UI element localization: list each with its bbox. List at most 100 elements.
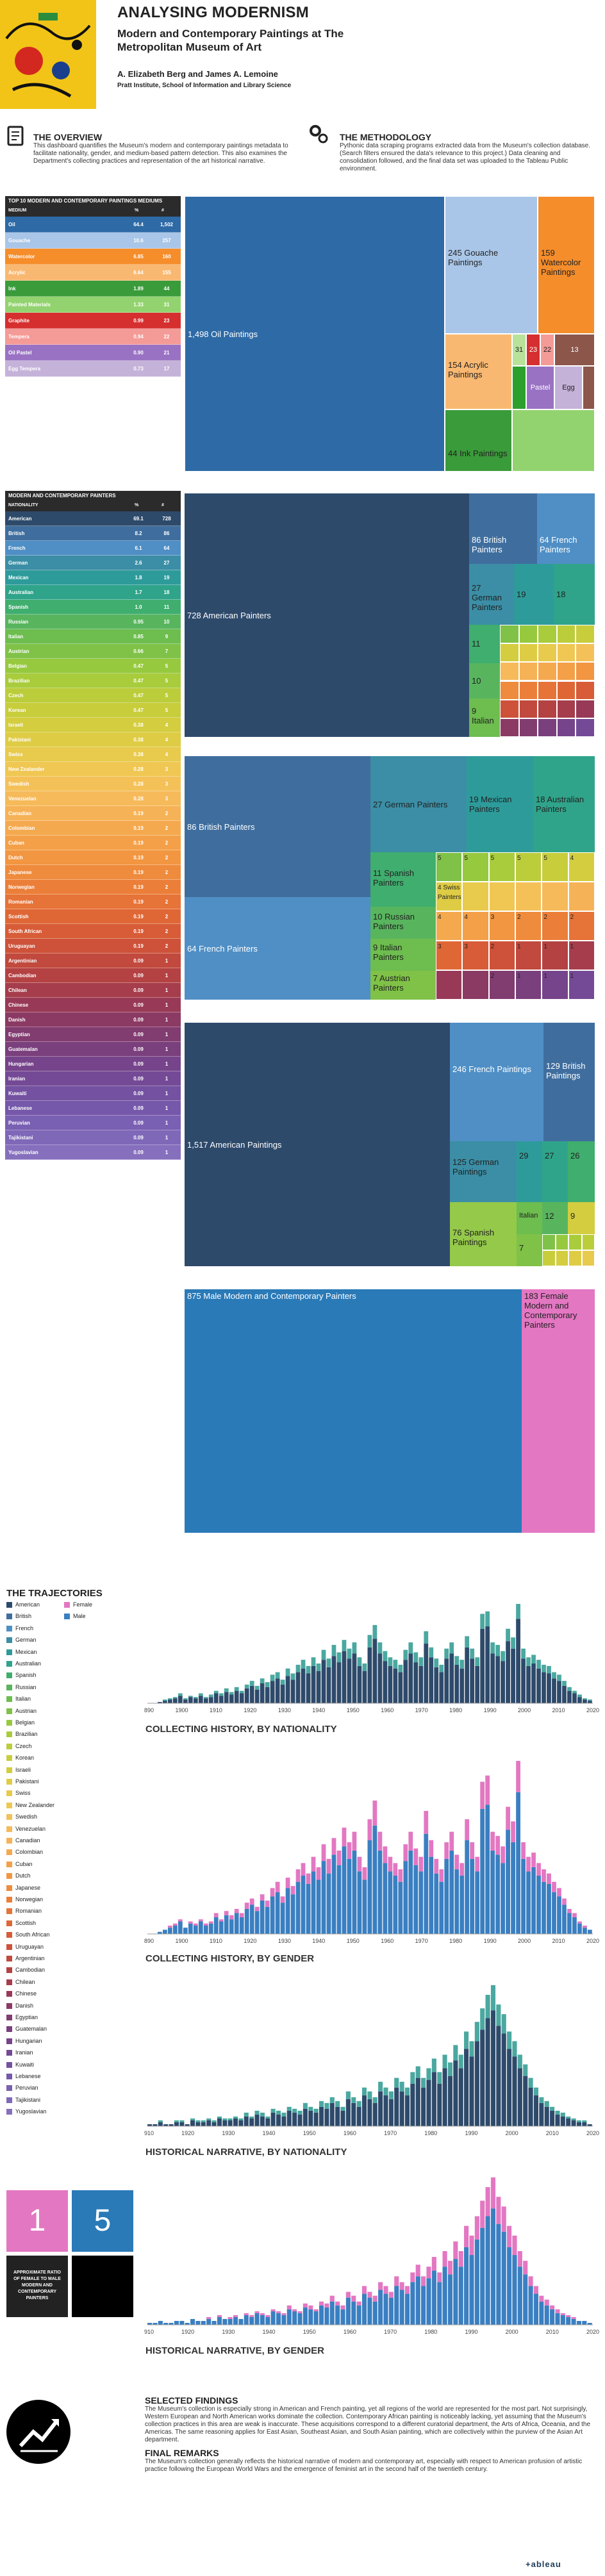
bar-female	[292, 2309, 297, 2311]
bar-american	[555, 2114, 560, 2126]
bar-other	[474, 2022, 479, 2042]
tm-medium-8: Pastel	[526, 366, 554, 409]
bar-american	[185, 2124, 190, 2126]
gender-legend-label: Female	[73, 1601, 93, 1608]
bar-male	[434, 1873, 439, 1934]
bar-female	[383, 2286, 388, 2294]
bar-female	[249, 1898, 254, 1905]
bar-female	[319, 2301, 324, 2306]
x-tick-label: 1940	[312, 1707, 325, 1713]
painters-cell-name: Lebanese	[5, 1100, 124, 1116]
bar-female	[431, 2257, 436, 2271]
bar-american	[335, 2106, 340, 2126]
bar-male	[254, 1911, 260, 1934]
bar-male	[295, 1881, 301, 1934]
bar-female	[342, 1828, 347, 1847]
painters-cell-name: Japanese	[5, 864, 124, 880]
mediums-cell-pct: 0.94	[124, 328, 153, 345]
bar-american	[429, 1657, 434, 1703]
bar-american	[550, 2110, 555, 2126]
bar-male	[582, 2320, 587, 2325]
header: ANALYSING MODERNISM Modern and Contempor…	[0, 0, 605, 109]
tm2-australian-label: 18 Australian Painters	[536, 795, 584, 814]
bar-other	[301, 1660, 306, 1669]
bar-male	[280, 1903, 285, 1934]
bar-other	[260, 2112, 265, 2117]
bar-american	[162, 1701, 167, 1703]
bar-other	[228, 2118, 233, 2120]
legend-label: Chinese	[15, 1990, 37, 1997]
mediums-row: Graphite 0.99 23	[5, 312, 181, 329]
bar-american	[480, 2029, 485, 2126]
bar-male	[393, 1875, 398, 1934]
bar-female	[324, 2303, 329, 2308]
affiliation: Pratt Institute, School of Information a…	[117, 82, 292, 89]
tm-small-tile	[515, 882, 542, 911]
x-tick-label: 1910	[144, 2329, 154, 2335]
bar-male	[465, 1840, 470, 1934]
bar-other	[458, 2054, 463, 2068]
tm-small-tile: 5	[436, 852, 463, 882]
legend-label: Lebanese	[15, 2073, 41, 2079]
bar-male	[419, 1871, 424, 1934]
bar-american	[351, 2102, 356, 2126]
tm-small-nationalities	[500, 625, 595, 737]
bar-male	[372, 2301, 377, 2325]
bar-male	[270, 1896, 275, 1934]
tableau-logo[interactable]: +ableau	[526, 2559, 561, 2569]
header-artwork-graphic	[0, 0, 96, 109]
painters-cell-name: Romanian	[5, 894, 124, 909]
bar-american	[286, 2110, 292, 2126]
bar-other	[335, 2101, 340, 2107]
tm3-spanish: 76 Spanish Paintings	[450, 1202, 517, 1266]
bar-other	[183, 1698, 188, 1700]
bar-american	[372, 2102, 377, 2126]
legend-label: Czech	[15, 1742, 32, 1749]
bar-american	[340, 2110, 345, 2126]
x-tick-label: 1950	[303, 2329, 316, 2335]
bar-male	[352, 1850, 357, 1934]
painters-row: Pakistani 0.38 4	[5, 732, 181, 747]
bar-other	[453, 2045, 458, 2061]
legend-label: Korean	[15, 1754, 35, 1762]
painters-row: German 2.6 27	[5, 555, 181, 570]
bar-american	[404, 2095, 410, 2126]
bar-female	[270, 1888, 275, 1897]
mediums-cell-name: Ink	[5, 280, 124, 297]
nationality-legend: American British French German Mexican Austra…	[6, 1601, 64, 2179]
mediums-cell-pct: 1.89	[124, 280, 153, 297]
bar-other	[449, 1642, 454, 1654]
bar-female	[566, 2315, 571, 2317]
bar-other	[367, 1635, 372, 1647]
legend-label: Australian	[15, 1660, 42, 1667]
painters-cell-count: 1	[153, 1071, 181, 1086]
tm-small-tile	[518, 718, 538, 737]
bar-male	[557, 1896, 561, 1934]
painters-cell-pct: 8.2	[124, 525, 153, 541]
bar-female	[362, 1867, 367, 1880]
bar-other	[254, 1685, 260, 1690]
painters-cell-pct: 0.09	[124, 1115, 153, 1130]
painters-cell-name: Cambodian	[5, 968, 124, 983]
painters-cell-count: 1	[153, 1041, 181, 1057]
bar-female	[213, 1913, 219, 1917]
bar-american	[244, 1688, 249, 1703]
bar-other	[308, 2106, 313, 2111]
painters-cell-pct: 2.6	[124, 555, 153, 570]
bar-american	[560, 2116, 565, 2126]
tm3-german-label: 125 German Paintings	[452, 1157, 499, 1177]
bar-other	[539, 2097, 544, 2103]
bar-other	[562, 1681, 567, 1686]
painters-cell-name: Pakistani	[5, 732, 124, 747]
painters-row: Cambodian 0.09 1	[5, 968, 181, 983]
bar-american	[147, 2124, 153, 2126]
bar-american	[254, 1689, 260, 1703]
bar-male	[270, 2311, 276, 2325]
legend-label: American	[15, 1601, 40, 1608]
bar-male	[372, 1825, 377, 1934]
bar-american	[342, 1651, 347, 1703]
bar-other	[158, 2120, 163, 2122]
legend-label: Venezuelan	[15, 1825, 46, 1832]
tm-small-tile	[462, 970, 489, 1000]
legend-label: Canadian	[15, 1837, 40, 1844]
